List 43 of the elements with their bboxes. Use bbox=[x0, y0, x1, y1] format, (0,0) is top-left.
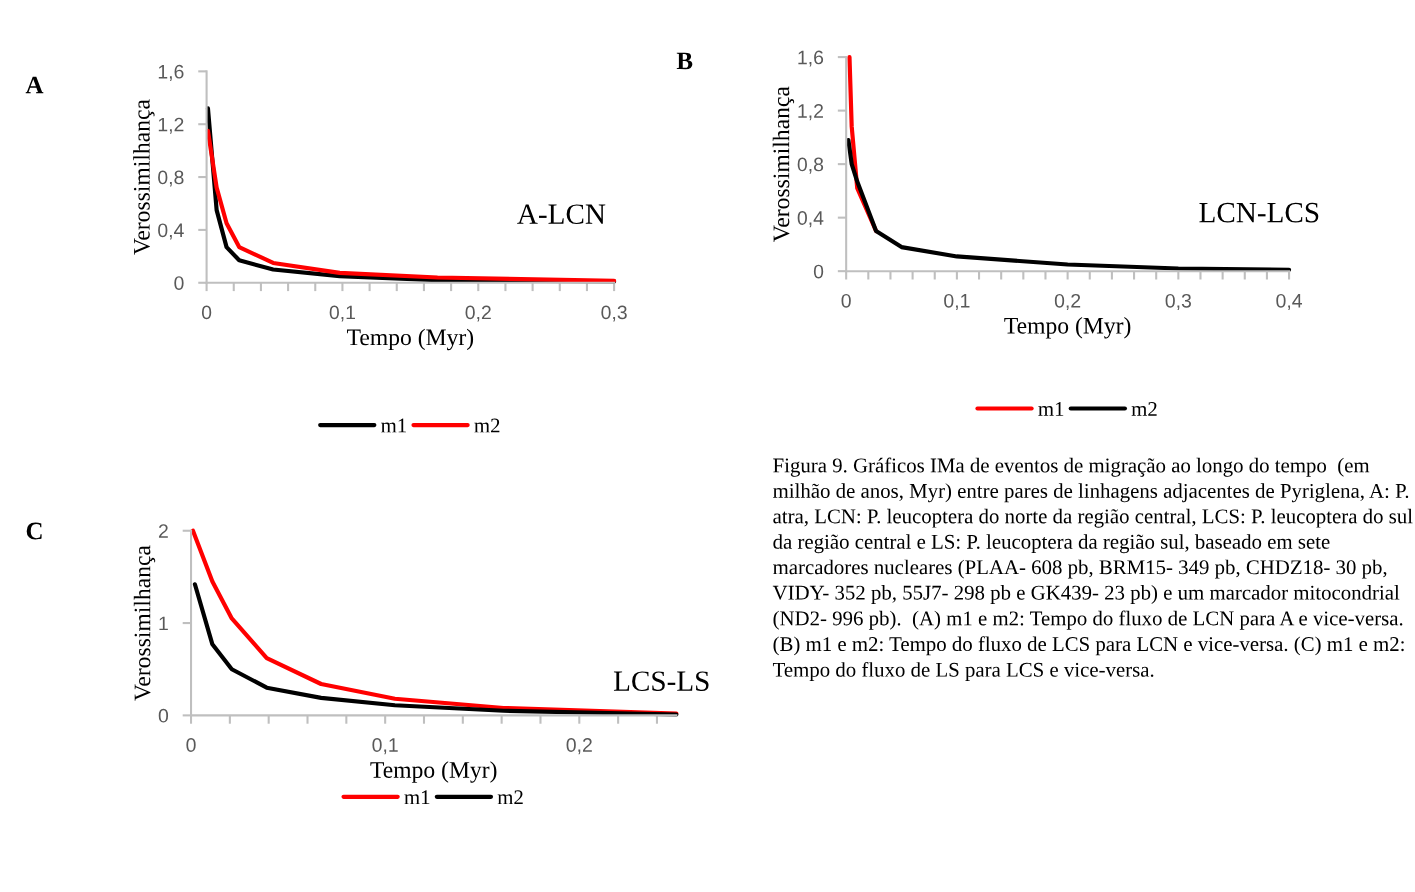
y-tick-label: 0,4 bbox=[797, 211, 824, 228]
annotation: LCN-LCS bbox=[1199, 202, 1319, 223]
x-tick-label: 0,2 bbox=[566, 738, 592, 755]
x-tick-label: 0,2 bbox=[465, 305, 491, 322]
text: Figura 9. Gráficos IMa de eventos de migração ao longo do tempo (em milhão de anos, Myr) entre pares de linhagens adjacentes de Pyriglena, A: P. atra, LCN: P. leucoptera do norte da região central, LCS: P. leucoptera do sul da região central e LS: P. leucoptera da região sul, baseado em sete marcadores nucleares (PLAA- 608 pb, BRM15- 349 pb, CHDZ18- 30 pb, VIDY- 352 pb, 55J7- 298 pb e GK439- 23 pb) e um marcador mitocondrial (ND2- 996 pb). (A) m1 e m2: Tempo do fluxo de LCN para A e vice-versa. (B) m1 e m2: Tempo do fluxo de LCS para LCN e vice-versa. (C) m1 e m2: Tempo do fluxo de LS para LCS e vice-versa. bbox=[772, 457, 1413, 682]
x-tick-label: 0,1 bbox=[944, 293, 970, 310]
legend-label: m1 bbox=[1038, 402, 1064, 416]
y-tick-label: 1,6 bbox=[158, 64, 184, 81]
y-tick-label: 0,8 bbox=[797, 157, 824, 174]
legend-label: m1 bbox=[404, 790, 430, 805]
legend-label: m1 bbox=[381, 418, 406, 433]
x-axis-title: Tempo (Myr) bbox=[370, 761, 497, 783]
y-tick-label: 1 bbox=[159, 616, 168, 631]
y-tick-label: 1,2 bbox=[798, 104, 823, 121]
y-axis-title: Verossimilhança bbox=[772, 86, 795, 242]
x-axis-title: Tempo (Myr) bbox=[347, 328, 474, 351]
y-tick-label: 2 bbox=[158, 524, 168, 538]
y-tick-label: 0 bbox=[174, 276, 184, 290]
x-tick-label: 0,3 bbox=[1165, 293, 1191, 310]
x-tick-label: 0,1 bbox=[372, 738, 398, 755]
y-tick-label: 0,4 bbox=[158, 223, 184, 240]
y-tick-label: 1,2 bbox=[158, 117, 184, 134]
y-tick-label: 0,8 bbox=[158, 170, 184, 187]
legend-label: m2 bbox=[497, 790, 523, 805]
x-tick-label: 0,1 bbox=[329, 305, 355, 322]
x-tick-label: 0 bbox=[201, 305, 212, 320]
legend-label: m2 bbox=[1131, 402, 1157, 416]
y-tick-label: 0 bbox=[813, 264, 824, 279]
x-axis-title: Tempo (Myr) bbox=[1004, 317, 1131, 339]
legend-label: m2 bbox=[474, 418, 500, 433]
x-tick-label: 0 bbox=[841, 293, 851, 308]
x-tick-label: 0 bbox=[186, 738, 196, 752]
x-tick-label: 0,4 bbox=[1276, 293, 1303, 310]
x-tick-label: 0,3 bbox=[601, 305, 627, 322]
chart-title: C bbox=[26, 522, 42, 540]
x-tick-label: 0,2 bbox=[1054, 293, 1081, 310]
chart-title: B bbox=[676, 52, 693, 70]
annotation: A-LCN bbox=[517, 204, 606, 224]
y-tick-label: 1,6 bbox=[798, 50, 824, 67]
chart-title: A bbox=[25, 76, 44, 94]
y-axis-title: Verossimilhança bbox=[133, 545, 156, 701]
y-tick-label: 0 bbox=[158, 708, 169, 723]
y-axis-title: Verossimilhança bbox=[133, 99, 155, 255]
